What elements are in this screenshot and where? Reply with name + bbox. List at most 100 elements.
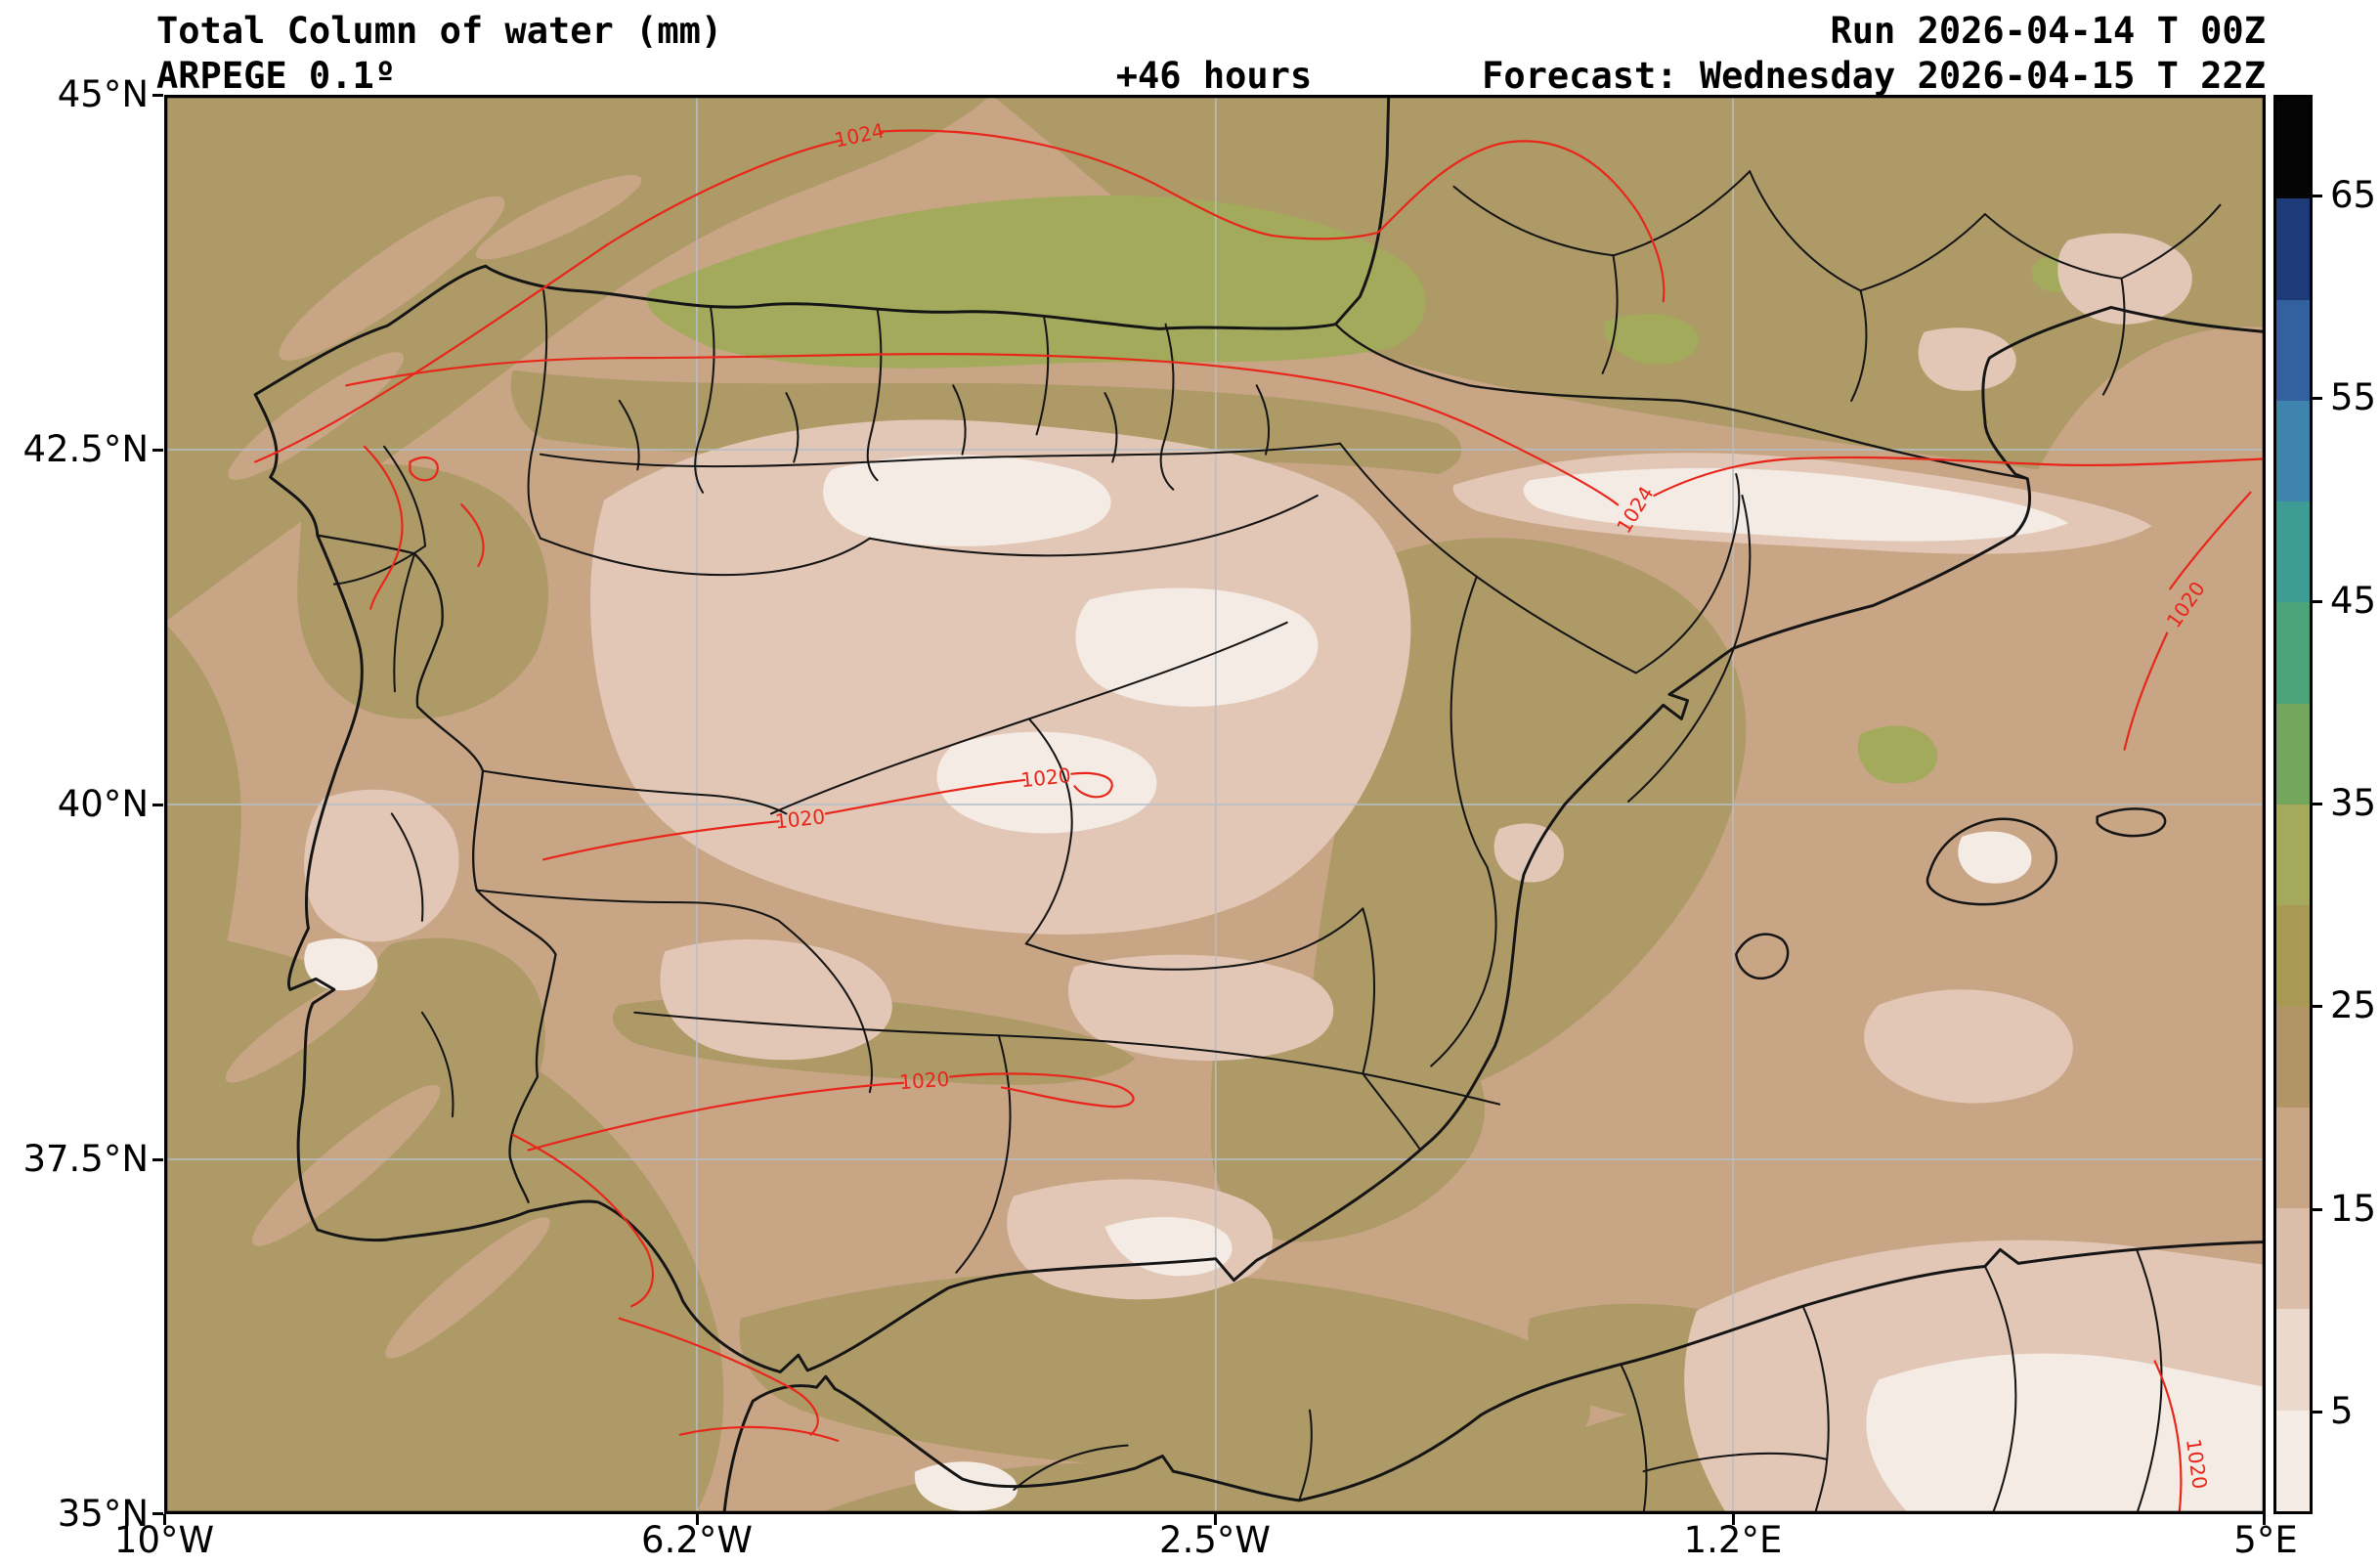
africa-boundaries <box>1013 1248 2163 1514</box>
x-tick-5e: 5°E <box>2233 1519 2298 1561</box>
pale-ceuta <box>914 1461 1017 1511</box>
tan-streak <box>475 175 642 260</box>
pink-portugal-coast <box>304 789 459 942</box>
colorbar-segment <box>2276 1208 2310 1310</box>
colorbar-segment <box>2276 703 2310 805</box>
lead-time-label: +46 hours <box>1115 55 1313 97</box>
x-tick-1-2e: 1.2°E <box>1683 1519 1783 1561</box>
tan-streak <box>225 973 376 1083</box>
y-tick-40n: 40°N <box>57 783 149 825</box>
colorbar-tick-35: 35 <box>2330 782 2377 824</box>
pink-sw-andalucia <box>660 939 892 1061</box>
tan-streak <box>385 1217 550 1359</box>
x-tick-mark <box>1732 1514 1735 1525</box>
colorbar-tick-55: 55 <box>2330 376 2377 418</box>
model-label: ARPEGE 0.1º <box>156 55 397 97</box>
colorbar-tick-15: 15 <box>2330 1188 2377 1230</box>
chart-title: Total Column of water (mm) <box>156 10 723 52</box>
y-tick-mark <box>152 449 163 452</box>
isobar-label-1020: 1020 <box>1019 763 1072 792</box>
tan-streak <box>251 1084 441 1246</box>
colorbar <box>2273 95 2313 1514</box>
x-tick-2-5w: 2.5°W <box>1159 1519 1271 1561</box>
tan-streak <box>228 352 405 480</box>
colorbar-segment <box>2276 1309 2310 1411</box>
map-svg: 1024 1024 1020 1020 1020 1020 1020 <box>164 95 2266 1514</box>
pale-meseta-center <box>1075 587 1319 707</box>
iberia-france-coastline <box>253 95 2266 1373</box>
forecast-label: Forecast: Wednesday 2026-04-15 T 22Z <box>1482 55 2266 97</box>
colorbar-segment <box>2276 905 2310 1007</box>
grid-lines <box>164 95 2266 1514</box>
olive-patch-catalonia <box>1857 725 1938 784</box>
olive-biscay-band <box>646 196 1426 369</box>
y-tick-mark <box>152 1158 163 1161</box>
colorbar-tick-mark <box>2313 1005 2322 1008</box>
colorbar-tick-mark <box>2313 600 2322 603</box>
colorbar-tick-mark <box>2313 1208 2322 1211</box>
y-tick-mark <box>152 94 163 97</box>
colorbar-tick-65: 65 <box>2330 174 2377 216</box>
run-label: Run 2026-04-14 T 00Z <box>1830 10 2266 52</box>
plot-frame <box>164 95 2266 1514</box>
colorbar-segment <box>2276 299 2310 401</box>
khaki-top-left <box>164 95 992 623</box>
x-tick-6-2w: 6.2°W <box>641 1519 753 1561</box>
colorbar-segment <box>2276 501 2310 603</box>
y-tick-37-5n: 37.5°N <box>22 1138 149 1180</box>
pink-meseta <box>590 419 1411 935</box>
colorbar-tick-mark <box>2313 1411 2322 1414</box>
y-tick-mark <box>152 1512 163 1515</box>
pyrenees-border <box>1334 323 2029 480</box>
olive-patch-basque <box>1604 314 1699 365</box>
pink-france-patch-1 <box>2057 233 2192 325</box>
khaki-alboran <box>739 1270 1591 1475</box>
colorbar-segment <box>2276 804 2310 906</box>
pale-lisbon <box>304 938 378 991</box>
colorbar-tick-5: 5 <box>2330 1390 2354 1432</box>
y-tick-45n: 45°N <box>57 73 149 115</box>
balearic-islands-coastline <box>1734 807 2167 980</box>
colorbar-segment <box>2276 98 2310 199</box>
y-tick-mark <box>152 804 163 806</box>
colorbar-tick-mark <box>2313 195 2322 197</box>
france-department-boundaries <box>1452 170 2222 402</box>
ibiza-coastline <box>1734 933 1790 980</box>
pale-fill-regions <box>304 455 2266 1514</box>
pink-valencia <box>1493 823 1564 883</box>
portugal-spain-border <box>316 534 557 1203</box>
x-tick-mark <box>163 1514 166 1525</box>
colorbar-tick-25: 25 <box>2330 984 2377 1026</box>
colorbar-segment <box>2276 1410 2310 1511</box>
pale-bottom-right-coast <box>1866 1353 2266 1514</box>
isobar-label-1020: 1020 <box>774 805 827 833</box>
y-tick-35n: 35°N <box>57 1493 149 1535</box>
pale-mallorca <box>1958 831 2032 884</box>
province-boundaries <box>332 289 1752 1274</box>
pink-la-mancha <box>1067 954 1334 1062</box>
pink-france-patch-2 <box>1918 327 2016 391</box>
colorbar-segment <box>2276 400 2310 502</box>
x-tick-10w: 10°W <box>113 1519 215 1561</box>
menorca-coastline <box>2096 807 2167 838</box>
x-tick-mark <box>696 1514 699 1525</box>
colorbar-tick-mark <box>2313 397 2322 400</box>
pink-mallorca-sea <box>1864 989 2073 1104</box>
khaki-east-spain <box>1309 538 1747 1106</box>
colorbar-swatches <box>2276 98 2310 1511</box>
map-plot-area: 1024 1024 1020 1020 1020 1020 1020 <box>164 95 2266 1514</box>
boundaries <box>253 95 2266 1514</box>
colorbar-segment <box>2276 1107 2310 1209</box>
pale-meseta-south <box>936 731 1157 834</box>
colorbar-segment <box>2276 602 2310 704</box>
x-tick-mark <box>1214 1514 1217 1525</box>
mallorca-coastline <box>1926 817 2057 906</box>
colorbar-segment <box>2276 1006 2310 1108</box>
colorbar-tick-45: 45 <box>2330 580 2377 622</box>
colorbar-segment <box>2276 198 2310 300</box>
y-tick-42-5n: 42.5°N <box>22 428 149 470</box>
colorbar-tick-mark <box>2313 803 2322 805</box>
khaki-se-spain <box>1210 993 1486 1242</box>
isobar-lines <box>254 129 2266 1514</box>
